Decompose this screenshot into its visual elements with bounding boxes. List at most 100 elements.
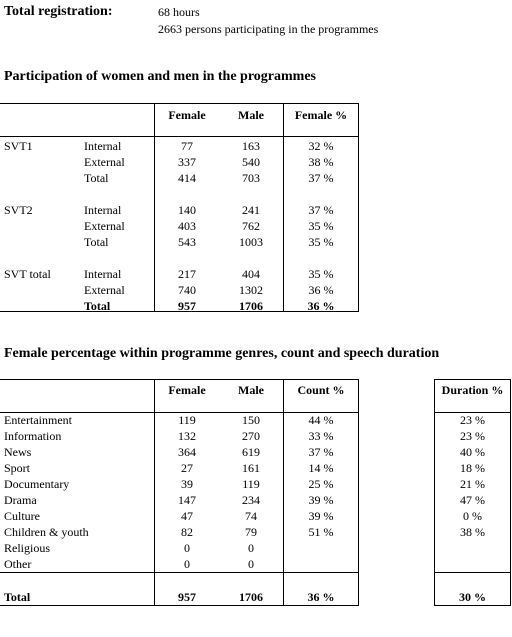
duration-pct-value: 47 % [460,493,485,507]
total-label: Total [4,590,31,604]
table2-title: Female percentage within programme genre… [4,346,440,361]
duration-pct-value: 21 % [460,477,485,491]
male-value: 270 [242,429,260,443]
row-type: Internal [84,267,122,281]
male-value: 241 [242,203,260,217]
female-pct-value: 36 % [307,299,335,313]
duration-pct-value: 0 % [463,509,482,523]
female-pct-value: 36 % [308,283,334,297]
count-pct-value: 39 % [308,509,334,523]
count-pct-value: 25 % [308,477,334,491]
total-duration-pct: 30 % [459,590,486,604]
row-type: Total [84,171,109,185]
male-value: 1302 [239,283,263,297]
male-value: 540 [242,155,260,169]
duration-pct-value: 23 % [460,429,485,443]
row-type: External [84,219,125,233]
male-value: 163 [242,139,260,153]
header-female: Female [168,383,206,397]
female-value: 740 [178,283,196,297]
male-value: 703 [242,171,260,185]
duration-table: Duration % 23 % 23 % 40 % 18 % 21 % 47 % 0 % 38… [434,379,511,606]
male-value: 762 [242,219,260,233]
female-value: 147 [178,493,196,507]
count-pct-value: 51 % [308,525,334,539]
registration-persons: 2663 persons participating in the progra… [158,22,379,36]
female-value: 403 [178,219,196,233]
female-value: 119 [178,413,196,427]
female-value: 132 [178,429,196,443]
male-value: 234 [242,493,260,507]
genre-label: Culture [4,509,40,523]
genre-label: Drama [4,493,37,507]
row-group: SVT1 [4,139,33,153]
female-pct-value: 32 % [308,139,334,153]
header-male: Male [238,108,264,122]
female-value: 82 [181,525,193,539]
female-pct-value: 35 % [308,235,334,249]
header-male: Male [238,383,264,397]
female-value: 39 [181,477,193,491]
female-value: 364 [178,445,196,459]
genre-table: Female Male Count % Entertainment 119 150 4… [0,379,359,606]
male-value: 79 [245,525,257,539]
duration-pct-value: 40 % [460,445,485,459]
genre-label: Entertainment [4,413,72,427]
female-value: 337 [178,155,196,169]
male-value: 150 [242,413,260,427]
row-type: External [84,155,125,169]
row-type: External [84,283,125,297]
count-pct-value: 39 % [308,493,334,507]
genre-label: Information [4,429,62,443]
genre-label: News [4,445,32,459]
male-value: 74 [245,509,257,523]
female-value: 47 [181,509,193,523]
row-type: Total [84,235,109,249]
female-pct-value: 35 % [308,267,334,281]
total-male: 1706 [239,590,263,604]
female-value: 414 [178,171,196,185]
female-value: 0 [184,541,190,555]
table1-title: Participation of women and men in the pr… [4,69,316,84]
female-value: 27 [181,461,193,475]
row-type: Internal [84,139,122,153]
female-pct-value: 37 % [308,171,334,185]
female-value: 543 [178,235,196,249]
male-value: 161 [242,461,260,475]
duration-pct-value: 18 % [460,461,485,475]
count-pct-value: 37 % [308,445,334,459]
genre-label: Documentary [4,477,70,491]
row-type: Internal [84,203,122,217]
female-value: 140 [178,203,196,217]
duration-pct-value: 23 % [460,413,485,427]
participation-table: Female Male Female % SVT1 Internal 77 163 32… [0,103,359,313]
male-value: 0 [248,541,254,555]
female-value: 0 [184,557,190,571]
male-value: 1003 [239,235,263,249]
registration-hours: 68 hours [158,5,200,19]
header-female: Female [168,108,206,122]
row-type: Total [84,299,111,313]
genre-label: Other [4,557,32,571]
row-group: SVT2 [4,203,33,217]
male-value: 119 [242,477,260,491]
count-pct-value: 44 % [308,413,334,427]
count-pct-value: 33 % [308,429,334,443]
duration-pct-value: 38 % [460,525,485,539]
genre-label: Religious [4,541,51,555]
female-value: 217 [178,267,196,281]
female-value: 957 [178,299,196,313]
female-value: 77 [181,139,193,153]
row-group: SVT total [4,267,51,281]
total-female: 957 [178,590,196,604]
male-value: 619 [242,445,260,459]
genre-label: Children & youth [4,525,89,539]
header-female-pct: Female % [294,108,348,122]
total-count-pct: 36 % [307,590,335,604]
header-duration-pct: Duration % [441,383,504,397]
genre-label: Sport [4,461,31,475]
registration-label: Total registration: [4,4,113,19]
female-pct-value: 37 % [308,203,334,217]
female-pct-value: 35 % [308,219,334,233]
header-count-pct: Count % [297,383,345,397]
